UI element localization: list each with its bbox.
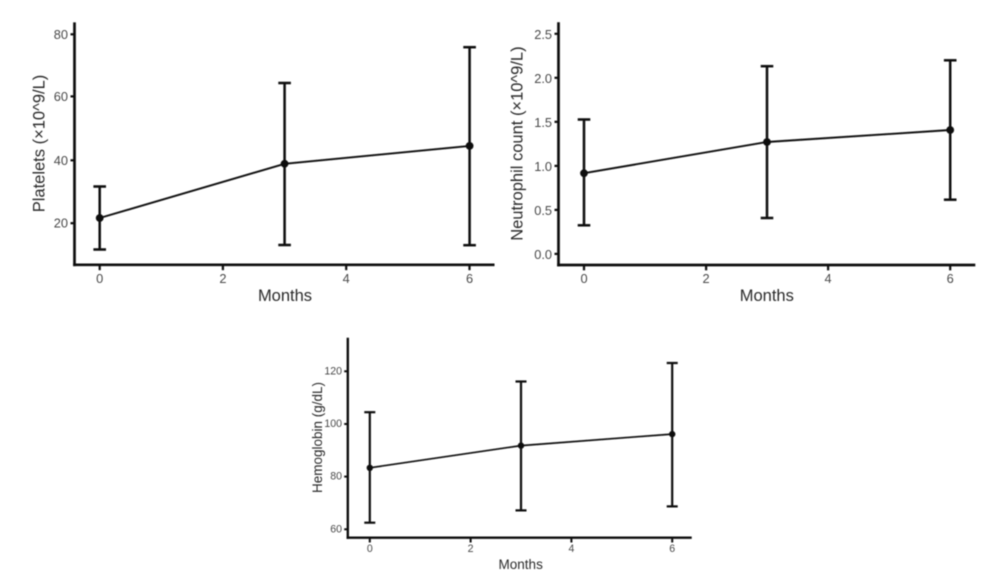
svg-text:6: 6	[947, 271, 954, 286]
svg-text:Neutrophil count (×10^9/L): Neutrophil count (×10^9/L)	[509, 46, 527, 240]
svg-text:Months: Months	[740, 287, 794, 305]
svg-text:6: 6	[669, 543, 675, 555]
svg-text:6: 6	[466, 271, 473, 286]
svg-text:20: 20	[54, 216, 68, 231]
svg-text:0.5: 0.5	[534, 203, 552, 218]
svg-text:4: 4	[568, 543, 574, 555]
svg-text:2.0: 2.0	[534, 71, 552, 86]
svg-text:2: 2	[219, 271, 226, 286]
svg-text:4: 4	[343, 271, 350, 286]
svg-text:0: 0	[580, 271, 587, 286]
svg-text:1.5: 1.5	[534, 115, 552, 130]
svg-text:100: 100	[324, 418, 342, 430]
svg-text:40: 40	[54, 153, 68, 168]
svg-text:1.0: 1.0	[534, 159, 552, 174]
svg-text:60: 60	[54, 89, 68, 104]
svg-text:4: 4	[825, 271, 832, 286]
svg-text:0: 0	[96, 271, 103, 286]
svg-text:Hemoglobin (g/dL): Hemoglobin (g/dL)	[310, 382, 325, 493]
svg-text:80: 80	[54, 27, 68, 42]
svg-text:Months: Months	[499, 557, 544, 572]
svg-text:120: 120	[324, 365, 342, 377]
svg-text:2: 2	[468, 543, 474, 555]
svg-text:2: 2	[703, 271, 710, 286]
svg-text:60: 60	[330, 523, 342, 535]
svg-text:Months: Months	[258, 287, 312, 305]
svg-text:0.0: 0.0	[534, 247, 552, 262]
svg-text:2.5: 2.5	[534, 27, 552, 42]
svg-text:Platelets (×10^9/L): Platelets (×10^9/L)	[31, 75, 49, 213]
svg-text:80: 80	[330, 471, 342, 483]
svg-text:0: 0	[367, 543, 373, 555]
